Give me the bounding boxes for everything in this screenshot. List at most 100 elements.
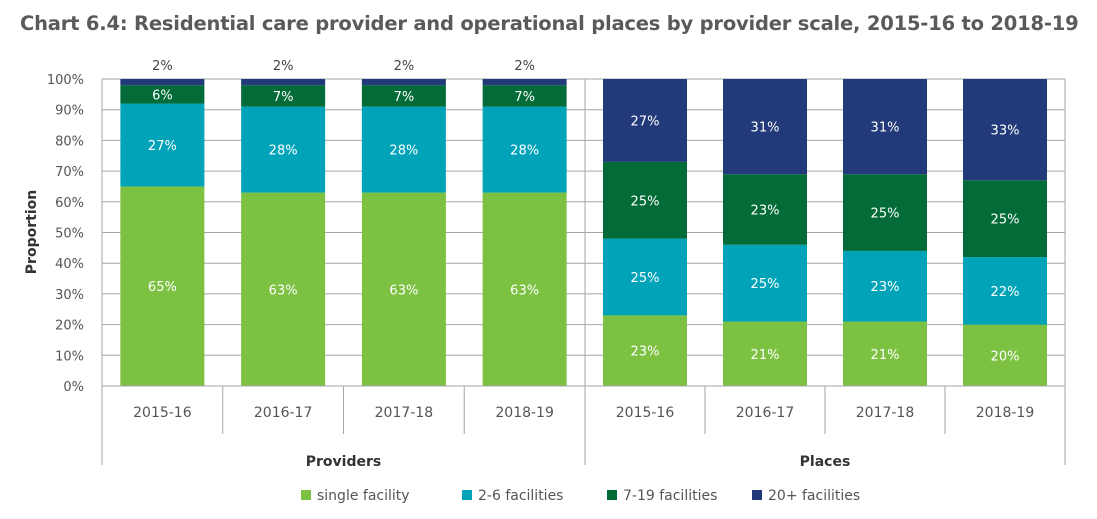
x-tick-label: 2017-18 xyxy=(856,405,915,421)
data-label: 63% xyxy=(269,283,298,298)
data-label: 28% xyxy=(510,144,539,159)
bar-segment xyxy=(241,85,326,107)
bar-segment xyxy=(603,161,687,239)
bar-segment xyxy=(241,106,326,193)
data-label: 2% xyxy=(394,59,415,74)
legend-label: 7-19 facilities xyxy=(623,488,717,504)
bar-segment xyxy=(120,186,205,386)
data-label: 33% xyxy=(991,124,1020,139)
y-tick-label: 60% xyxy=(55,196,84,211)
x-tick-label: 2015-16 xyxy=(616,405,675,421)
data-label: 23% xyxy=(631,345,660,360)
bar-segment xyxy=(361,192,446,386)
x-tick-label: 2018-19 xyxy=(976,405,1035,421)
y-tick-label: 50% xyxy=(55,227,84,242)
bar-segment xyxy=(723,244,807,322)
data-label: 27% xyxy=(631,114,660,129)
bar-segment xyxy=(963,79,1047,181)
chart-title: Chart 6.4: Residential care provider and… xyxy=(20,12,1079,35)
legend: single facility 2-6 facilities 7-19 facili… xyxy=(301,488,860,504)
bar-segment xyxy=(963,180,1047,258)
legend-label: 20+ facilities xyxy=(768,488,860,504)
y-tick-label: 70% xyxy=(55,165,84,180)
data-label: 21% xyxy=(751,348,780,363)
data-label: 63% xyxy=(389,283,418,298)
y-axis-label: Proportion xyxy=(24,190,40,274)
bar-segment xyxy=(603,315,687,386)
bar-segment xyxy=(482,192,567,386)
data-label: 25% xyxy=(751,277,780,292)
bar-segment xyxy=(361,106,446,193)
bars xyxy=(120,79,1047,386)
data-label: 2% xyxy=(273,59,294,74)
bar-segment xyxy=(723,79,807,175)
y-tick-label: 0% xyxy=(63,380,84,395)
data-label: 25% xyxy=(631,194,660,209)
group-label: Places xyxy=(800,454,851,470)
x-tick-label: 2017-18 xyxy=(375,405,434,421)
legend-swatch xyxy=(301,490,311,500)
x-tick-label: 2018-19 xyxy=(495,405,554,421)
bar-segment xyxy=(482,106,567,193)
bar-segment xyxy=(843,250,927,322)
data-label: 25% xyxy=(871,207,900,222)
legend-swatch xyxy=(607,490,617,500)
bar-segment xyxy=(361,79,446,86)
bar-segment xyxy=(120,103,205,187)
bar-segment xyxy=(963,324,1047,386)
data-label: 23% xyxy=(751,203,780,218)
data-label: 28% xyxy=(269,144,298,159)
data-label: 21% xyxy=(871,348,900,363)
y-tick-label: 90% xyxy=(55,104,84,119)
data-label: 7% xyxy=(514,90,535,105)
x-tick-label: 2016-17 xyxy=(254,405,313,421)
data-label: 20% xyxy=(991,349,1020,364)
data-label: 22% xyxy=(991,285,1020,300)
data-label: 25% xyxy=(631,271,660,286)
bar-segment xyxy=(843,79,927,175)
legend-swatch xyxy=(752,490,762,500)
bar-segment xyxy=(723,174,807,245)
data-label: 65% xyxy=(148,280,177,295)
data-label: 63% xyxy=(510,283,539,298)
data-labels: 65% 27% 6% 2% 63% 28% 7% 2% 63% 28% 7% 2% 63% 28% 7% 2%… xyxy=(148,59,1020,364)
group-label: Providers xyxy=(306,454,381,470)
data-label: 28% xyxy=(389,144,418,159)
y-tick-label: 30% xyxy=(55,288,84,303)
bar-segment xyxy=(963,257,1047,325)
data-label: 27% xyxy=(148,139,177,154)
x-tick-label: 2016-17 xyxy=(736,405,795,421)
legend-label: 2-6 facilities xyxy=(478,488,563,504)
data-label: 23% xyxy=(871,280,900,295)
bar-segment xyxy=(241,192,326,386)
bar-segment xyxy=(120,79,205,86)
bar-segment xyxy=(843,321,927,386)
legend-label: single facility xyxy=(317,488,410,504)
data-label: 2% xyxy=(514,59,535,74)
y-tick-label: 80% xyxy=(55,134,84,149)
bar-segment xyxy=(361,85,446,107)
data-label: 7% xyxy=(394,90,415,105)
bar-segment xyxy=(723,321,807,386)
legend-swatch xyxy=(462,490,472,500)
x-tick-label: 2015-16 xyxy=(133,405,192,421)
bar-segment xyxy=(603,79,687,162)
y-tick-label: 10% xyxy=(55,349,84,364)
data-label: 2% xyxy=(152,59,173,74)
data-label: 7% xyxy=(273,90,294,105)
bar-segment xyxy=(482,85,567,107)
data-label: 31% xyxy=(751,121,780,136)
bar-segment xyxy=(843,174,927,251)
bar-segment xyxy=(241,79,326,86)
data-label: 6% xyxy=(152,88,173,103)
y-tick-label: 20% xyxy=(55,319,84,334)
y-tick-label: 100% xyxy=(47,73,84,88)
data-label: 25% xyxy=(991,213,1020,228)
bar-segment xyxy=(482,79,567,86)
bar-segment xyxy=(603,238,687,316)
y-tick-label: 40% xyxy=(55,257,84,272)
bar-segment xyxy=(120,85,205,104)
data-label: 31% xyxy=(871,121,900,136)
axes: 0% 10% 20% 30% 40% 50% 60% 70% 80% 90% 100% Provide… xyxy=(47,73,1066,470)
